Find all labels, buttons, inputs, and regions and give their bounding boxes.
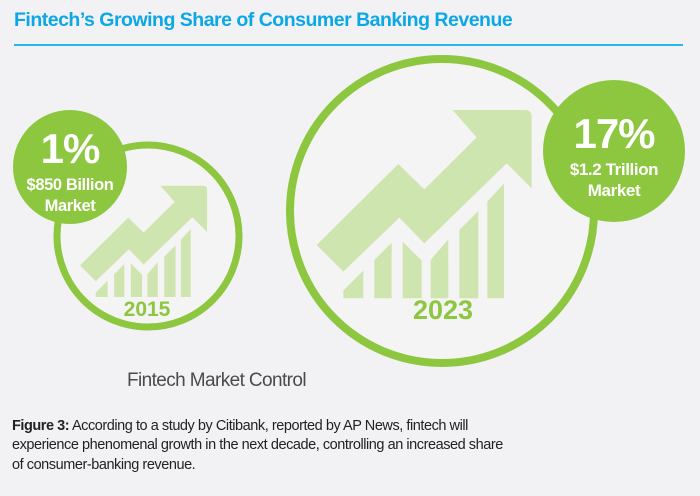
badge-percent: 1% [41,125,100,172]
period-2023: 2023 17% $1.2 Trillion Market [286,55,685,367]
year-label: 2023 [413,295,473,325]
figure-line: Figure 3: According to a study by Citiba… [12,417,503,436]
badge-unit: Market [45,197,97,215]
badge-amount: $850 Billion [27,176,114,194]
badge-unit: Market [588,181,641,200]
title-divider [14,44,683,46]
badge-2015 [13,110,127,224]
badge-2023 [543,80,685,222]
chart-caption: Fintech Market Control [127,370,307,391]
badge-amount: $1.2 Trillion [570,160,658,179]
period-2015: 2015 1% $850 Billion Market [13,110,243,331]
badge-percent: 17% [573,110,655,157]
figure-text: According to a study by Citibank, report… [69,418,468,434]
page-title: Fintech’s Growing Share of Consumer Bank… [14,9,513,31]
year-label: 2015 [124,298,171,321]
figure-line: experience phenomenal growth in the next… [12,437,503,454]
figure-description: Figure 3: According to a study by Citiba… [12,417,503,475]
figure-label: Figure 3: [12,418,70,434]
figure-line: of consumer-banking revenue. [12,456,196,473]
